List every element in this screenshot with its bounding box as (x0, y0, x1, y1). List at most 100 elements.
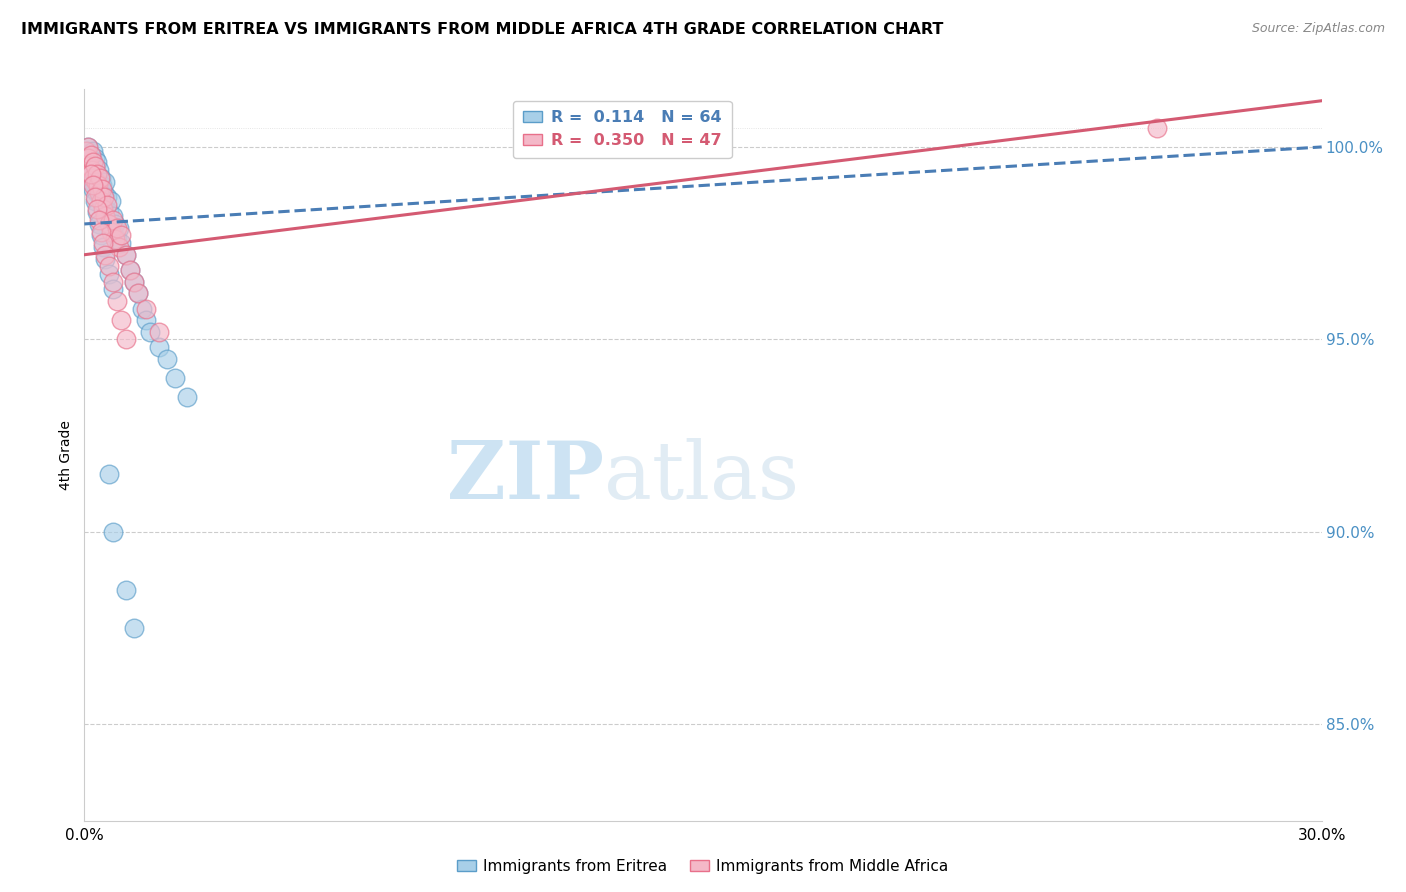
Point (122, 621, 145, 635)
Point (94, 175, 117, 189)
Point (104, 232, 127, 246)
Point (94, 202, 117, 216)
Point (139, 325, 162, 339)
Point (98, 260, 121, 274)
Point (90, 170, 112, 185)
Point (90, 194, 112, 208)
Point (110, 313, 132, 327)
Point (105, 232, 128, 246)
Point (100, 194, 122, 208)
Point (79, 167, 101, 181)
Point (80, 175, 103, 189)
Point (103, 282, 125, 296)
Text: atlas: atlas (605, 438, 799, 516)
Point (114, 582, 136, 597)
Point (103, 225, 125, 239)
Point (83, 152, 105, 166)
Text: IMMIGRANTS FROM ERITREA VS IMMIGRANTS FROM MIDDLE AFRICA 4TH GRADE CORRELATION C: IMMIGRANTS FROM ERITREA VS IMMIGRANTS FR… (21, 22, 943, 37)
Point (86, 155, 108, 169)
Point (94, 209, 117, 223)
Point (86, 178, 108, 193)
Point (103, 275, 125, 289)
Point (87, 186, 110, 201)
Point (77, 159, 100, 173)
Point (96, 190, 118, 204)
Point (98, 267, 121, 281)
Point (1146, 120, 1168, 135)
Point (75, 147, 97, 161)
Point (131, 301, 153, 316)
Point (75, 155, 97, 169)
Legend: Immigrants from Eritrea, Immigrants from Middle Africa: Immigrants from Eritrea, Immigrants from… (451, 853, 955, 880)
Point (83, 178, 105, 193)
Point (86, 205, 108, 219)
Point (114, 333, 136, 347)
Point (86, 167, 108, 181)
Point (76, 152, 98, 166)
Point (82, 178, 104, 193)
Point (79, 159, 101, 173)
Point (93, 186, 115, 201)
Point (77, 140, 100, 154)
Point (84, 175, 107, 189)
Point (114, 248, 136, 262)
Point (86, 175, 108, 189)
Point (103, 524, 125, 539)
Point (104, 217, 127, 231)
Point (165, 371, 187, 385)
Point (80, 155, 103, 169)
Point (82, 170, 104, 185)
Point (135, 313, 157, 327)
Point (127, 286, 149, 301)
Point (80, 163, 103, 178)
Point (91, 240, 114, 254)
Point (98, 205, 121, 219)
Text: Source: ZipAtlas.com: Source: ZipAtlas.com (1251, 22, 1385, 36)
Point (86, 202, 108, 216)
Point (148, 340, 170, 354)
Point (135, 301, 157, 316)
Point (91, 202, 114, 216)
Point (90, 182, 112, 196)
Point (83, 190, 105, 204)
Point (91, 236, 114, 251)
Point (108, 240, 131, 254)
Point (90, 190, 112, 204)
Point (103, 213, 125, 227)
Point (90, 228, 112, 243)
Point (79, 152, 101, 166)
Point (79, 159, 101, 173)
Point (82, 170, 104, 185)
Point (122, 275, 145, 289)
Point (100, 225, 122, 239)
Point (90, 225, 112, 239)
Point (122, 275, 145, 289)
Point (76, 144, 98, 158)
Point (94, 252, 117, 266)
Point (103, 209, 125, 223)
Point (127, 286, 149, 301)
Point (82, 159, 104, 173)
Point (110, 236, 132, 251)
Point (148, 325, 170, 339)
Point (98, 217, 121, 231)
Point (87, 217, 110, 231)
Point (93, 190, 115, 204)
Point (79, 147, 101, 161)
Point (90, 178, 112, 193)
Point (94, 248, 117, 262)
Point (79, 147, 101, 161)
Point (114, 248, 136, 262)
Point (86, 186, 108, 201)
Point (105, 293, 128, 308)
Point (84, 167, 107, 181)
Point (110, 228, 132, 243)
Point (83, 159, 105, 173)
Point (82, 144, 104, 158)
Point (79, 167, 101, 181)
Point (96, 197, 118, 211)
Legend: R =  0.114   N = 64, R =  0.350   N = 47: R = 0.114 N = 64, R = 0.350 N = 47 (513, 101, 731, 158)
Point (98, 467, 121, 482)
Point (76, 140, 98, 154)
Point (89, 170, 111, 185)
